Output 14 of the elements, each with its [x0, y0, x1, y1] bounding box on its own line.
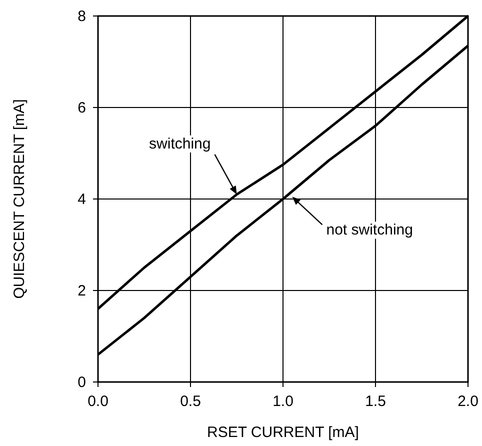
y-tick-label: 6	[78, 100, 86, 116]
x-tick-label: 1.0	[272, 393, 294, 410]
x-tick-label: 0.0	[88, 393, 108, 410]
y-axis-title: QUIESCENT CURRENT [mA]	[11, 99, 28, 299]
annotation: switching	[149, 135, 211, 152]
x-tick-label: 2.0	[458, 393, 478, 410]
y-tick-label: 4	[78, 191, 86, 208]
y-tick-label: 0	[78, 374, 86, 391]
y-tick-label: 8	[78, 8, 86, 25]
x-tick-label: 0.5	[180, 393, 201, 410]
annotation: not switching	[326, 222, 413, 239]
x-axis-title: RSET CURRENT [mA]	[207, 424, 359, 441]
x-tick-label: 1.5	[365, 393, 386, 410]
y-tick-label: 2	[78, 282, 86, 300]
